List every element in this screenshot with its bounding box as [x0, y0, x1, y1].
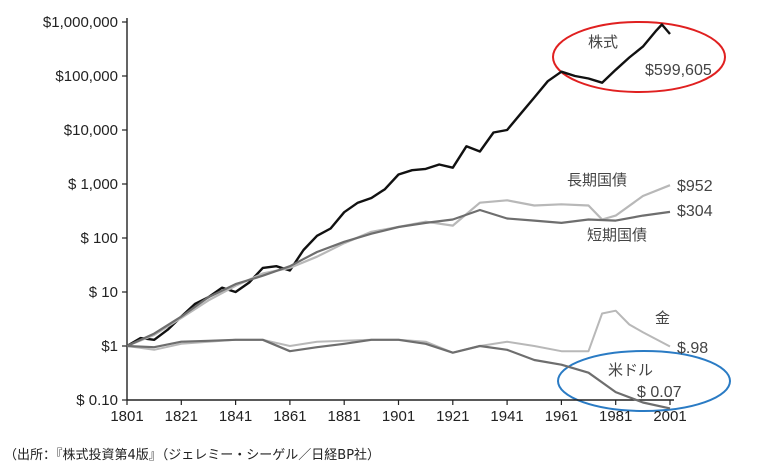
y-tick-label: $ 10 — [89, 284, 118, 301]
x-tick-label: 1941 — [490, 408, 523, 425]
x-tick-label: 1921 — [436, 408, 469, 425]
x-tick-label: 1901 — [382, 408, 415, 425]
series-end-value: $.98 — [677, 340, 708, 357]
series-end-value: $599,605 — [645, 62, 712, 79]
y-tick-label: $100,000 — [55, 68, 118, 85]
series-name-label: 株式 — [588, 33, 618, 51]
x-tick-label: 1801 — [110, 408, 143, 425]
series-line-5 — [126, 338, 671, 410]
y-tick-label: $1 — [101, 338, 118, 355]
x-tick-label: 1981 — [599, 408, 632, 425]
series-name-label: 米ドル — [608, 361, 653, 379]
series-line-2 — [126, 184, 671, 348]
y-tick-label: $10,000 — [64, 122, 118, 139]
series-line-3 — [126, 208, 671, 348]
series-end-value: $304 — [677, 203, 713, 220]
x-tick-label: 1841 — [219, 408, 252, 425]
series-line-4 — [126, 309, 671, 354]
series-name-label: 短期国債 — [587, 226, 647, 244]
x-tick-label: 1821 — [165, 408, 198, 425]
y-tick-label: $1,000,000 — [43, 14, 118, 31]
x-tick-label: 1861 — [273, 408, 306, 425]
series-name-label: 長期国債 — [567, 171, 627, 189]
series-end-value: $952 — [677, 178, 713, 195]
series-end-value: $ 0.07 — [637, 384, 682, 401]
x-tick-label: 1961 — [545, 408, 578, 425]
series-line-1 — [126, 23, 671, 348]
y-tick-label: $ 0.10 — [76, 392, 118, 409]
highlight-ellipse — [557, 350, 731, 412]
y-tick-label: $ 100 — [80, 230, 118, 247]
x-tick-label: 2001 — [653, 408, 686, 425]
source-note: （出所：『株式投資第4版』（ジェレミー・シーゲル／日経BP社） — [4, 448, 381, 463]
y-tick-label: $ 1,000 — [68, 176, 118, 193]
chart: $1,000,000 $100,000 $10,000 $ 1,000 $ 100 $ 1… — [43, 14, 731, 425]
x-tick-label: 1881 — [328, 408, 361, 425]
highlight-ellipse — [552, 21, 726, 93]
series-name-label: 金 — [655, 309, 670, 327]
